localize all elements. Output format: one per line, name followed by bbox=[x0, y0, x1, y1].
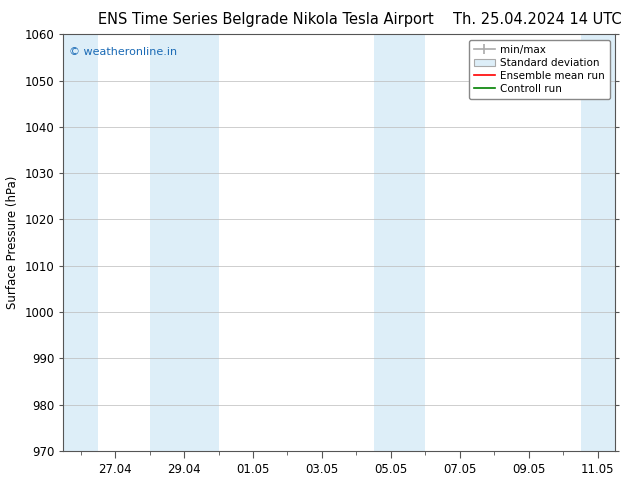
Bar bbox=[581, 34, 615, 451]
Legend: min/max, Standard deviation, Ensemble mean run, Controll run: min/max, Standard deviation, Ensemble me… bbox=[469, 40, 610, 99]
Text: © weatheronline.in: © weatheronline.in bbox=[69, 47, 177, 57]
Bar bbox=[63, 34, 98, 451]
Bar bbox=[373, 34, 425, 451]
Text: Th. 25.04.2024 14 UTC: Th. 25.04.2024 14 UTC bbox=[453, 12, 621, 27]
Text: ENS Time Series Belgrade Nikola Tesla Airport: ENS Time Series Belgrade Nikola Tesla Ai… bbox=[98, 12, 434, 27]
Y-axis label: Surface Pressure (hPa): Surface Pressure (hPa) bbox=[6, 176, 19, 309]
Bar bbox=[150, 34, 219, 451]
